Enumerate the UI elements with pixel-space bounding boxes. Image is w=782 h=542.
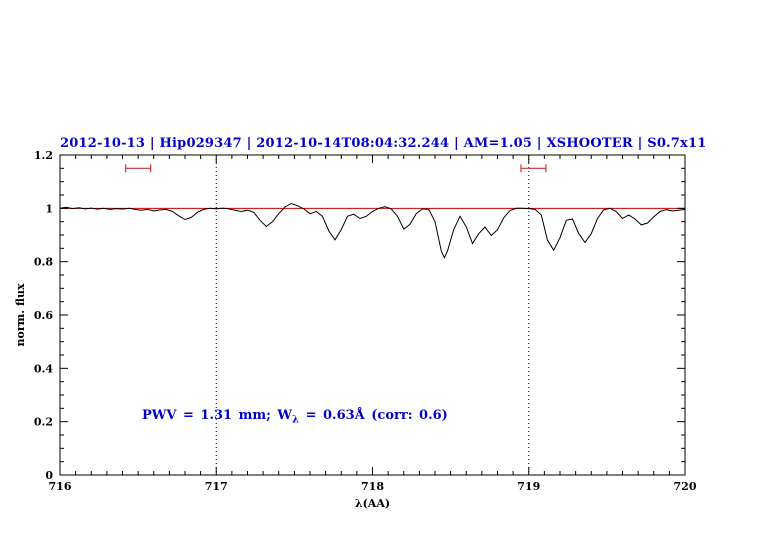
y-tick-label: 0 xyxy=(45,469,53,482)
pwv-annotation: PWV = 1.31 mm; Wλ = 0.63Å (corr: 0.6) xyxy=(142,408,448,426)
spectrum-line xyxy=(59,202,686,259)
x-tick-label: 720 xyxy=(674,480,697,493)
annotation-text-post: = 0.63Å (corr: 0.6) xyxy=(299,408,448,423)
plot-box xyxy=(59,154,686,476)
annotation-lambda-subscript: λ xyxy=(292,414,300,426)
y-tick-label: 0.6 xyxy=(34,309,53,322)
plot-title: 2012-10-13 | Hip029347 | 2012-10-14T08:0… xyxy=(60,136,707,151)
x-tick-label: 718 xyxy=(361,480,384,493)
y-tick-label: 0.4 xyxy=(34,362,53,375)
x-axis-label: λ(AA) xyxy=(355,497,390,510)
y-axis-label: norm. flux xyxy=(14,283,27,346)
x-tick-label: 719 xyxy=(517,480,540,493)
y-tick-label: 0.2 xyxy=(34,416,53,429)
y-tick-label: 1 xyxy=(45,202,53,215)
x-tick-label: 716 xyxy=(49,480,72,493)
y-tick-label: 1.2 xyxy=(34,149,53,162)
annotation-text-pre: PWV = 1.31 mm; W xyxy=(142,408,293,423)
x-tick-label: 717 xyxy=(205,480,228,493)
y-tick-label: 0.8 xyxy=(34,256,53,269)
